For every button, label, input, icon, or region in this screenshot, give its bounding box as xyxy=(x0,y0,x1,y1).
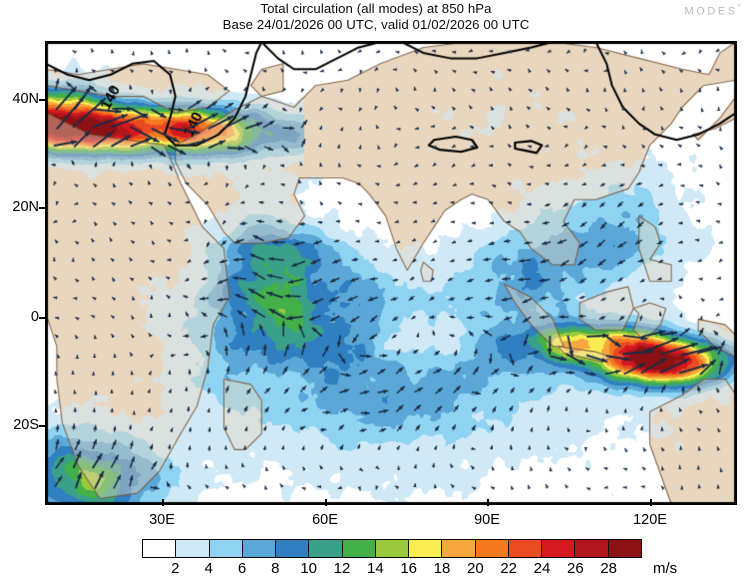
x-tick-label-60e: 60E xyxy=(312,512,338,528)
x-tick-mark xyxy=(162,499,164,506)
map-canvas xyxy=(46,42,736,504)
y-tick-mark xyxy=(39,99,46,101)
x-tick-mark xyxy=(325,499,327,506)
modes-watermark: MODES° xyxy=(684,3,741,18)
colorbar-swatch xyxy=(542,540,576,557)
colorbar-swatch xyxy=(475,540,509,557)
colorbar-swatch xyxy=(176,540,210,557)
page-title: Total circulation (all modes) at 850 hPa xyxy=(260,1,492,16)
colorbar-tick-16: 16 xyxy=(400,560,417,577)
y-tick-mark xyxy=(39,317,46,319)
colorbar-unit-label: m/s xyxy=(653,560,678,577)
colorbar-swatch xyxy=(375,540,410,557)
colorbar-tick-22: 22 xyxy=(500,560,517,577)
colorbar-tick-14: 14 xyxy=(366,560,384,577)
colorbar-tick-8: 8 xyxy=(271,560,280,577)
colorbar xyxy=(142,539,642,558)
y-tick-label-20s: 20S xyxy=(13,417,39,433)
colorbar-tick-26: 26 xyxy=(566,560,584,577)
x-tick-label-90e: 90E xyxy=(474,512,500,528)
y-tick-label-0: 0 xyxy=(30,309,39,325)
watermark-text: MODES xyxy=(684,5,738,18)
colorbar-swatch xyxy=(575,540,609,557)
y-tick-mark xyxy=(39,207,46,209)
colorbar-tick-28: 28 xyxy=(600,560,617,577)
colorbar-swatch xyxy=(508,540,543,557)
colorbar-swatch xyxy=(442,540,476,557)
wind-speed-map-plot xyxy=(45,41,737,505)
colorbar-swatch xyxy=(608,540,641,557)
watermark-degree-mark: ° xyxy=(737,3,741,12)
colorbar-swatch xyxy=(342,540,376,557)
colorbar-tick-4: 4 xyxy=(204,560,213,577)
x-tick-mark xyxy=(650,499,652,506)
colorbar-tick-6: 6 xyxy=(237,560,247,577)
colorbar-tick-12: 12 xyxy=(333,560,351,577)
colorbar-tick-20: 20 xyxy=(466,560,484,577)
colorbar-swatch xyxy=(276,540,310,557)
colorbar-tick-10: 10 xyxy=(300,560,317,577)
chart-title-block: Total circulation (all modes) at 850 hPa… xyxy=(0,1,750,32)
colorbar-swatch xyxy=(242,540,277,557)
colorbar-swatch xyxy=(409,540,443,557)
colorbar-swatch xyxy=(309,540,343,557)
chart-subtitle: Base 24/01/2026 00 UTC, valid 01/02/2026… xyxy=(222,16,530,32)
colorbar-swatch xyxy=(209,540,243,557)
colorbar-swatches xyxy=(142,539,642,558)
colorbar-tick-24: 24 xyxy=(533,560,551,577)
y-tick-mark xyxy=(39,425,46,427)
y-tick-label-40n: 40N xyxy=(12,91,39,107)
y-tick-label-20n: 20N xyxy=(12,199,39,215)
colorbar-tick-18: 18 xyxy=(433,560,451,577)
x-tick-mark xyxy=(487,499,489,506)
colorbar-tick-2: 2 xyxy=(171,560,180,577)
colorbar-swatch xyxy=(143,540,177,557)
x-tick-label-120e: 120E xyxy=(633,512,667,528)
x-tick-label-30e: 30E xyxy=(149,512,175,528)
